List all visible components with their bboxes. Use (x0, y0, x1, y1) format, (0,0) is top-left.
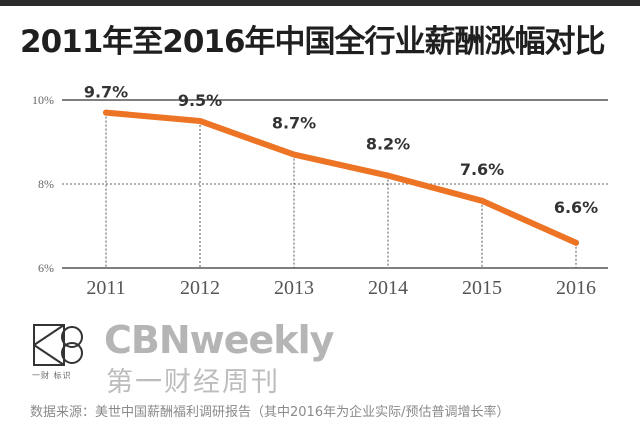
line-chart: 10% 8% 6% 2011 2012 2013 2014 2015 2016 9.7% 9.5% 8… (32, 83, 608, 299)
data-label-2016: 6.6% (554, 198, 598, 217)
brand-name: CBNweekly (104, 318, 334, 362)
brand-name-cn: 第一财经周刊 (106, 367, 280, 398)
data-label-2015: 7.6% (460, 160, 504, 179)
source-note: 数据来源：美世中国薪酬福利调研报告（其中2016年为企业实际/预估普调增长率） (30, 405, 510, 420)
logo-icon (33, 324, 83, 366)
data-point-2012 (197, 118, 203, 124)
data-point-2015 (479, 197, 485, 204)
data-point-2014 (385, 172, 391, 179)
x-tick-label: 2015 (462, 277, 502, 299)
data-point-2013 (291, 151, 297, 158)
top-rule (0, 0, 640, 6)
x-tick-label: 2012 (180, 277, 220, 299)
y-tick-label: 10% (32, 93, 54, 107)
cbn-logo (32, 323, 92, 383)
y-tick-label: 6% (38, 261, 54, 275)
page-title: 2011年至2016年中国全行业薪酬涨幅对比 (20, 24, 606, 60)
logo-caption: 一财 标识 (32, 371, 72, 380)
data-label-2013: 8.7% (272, 114, 316, 133)
data-label-2012: 9.5% (178, 91, 222, 110)
y-tick-label: 8% (38, 177, 54, 191)
data-label-2014: 8.2% (366, 135, 410, 154)
x-tick-label: 2013 (274, 277, 314, 299)
data-label-2011: 9.7% (84, 83, 128, 102)
data-point-2011 (103, 109, 109, 116)
x-tick-label: 2011 (86, 277, 125, 299)
series-line (103, 109, 579, 246)
x-tick-label: 2016 (556, 277, 596, 299)
data-point-2016 (573, 239, 579, 246)
x-tick-label: 2014 (368, 277, 408, 299)
